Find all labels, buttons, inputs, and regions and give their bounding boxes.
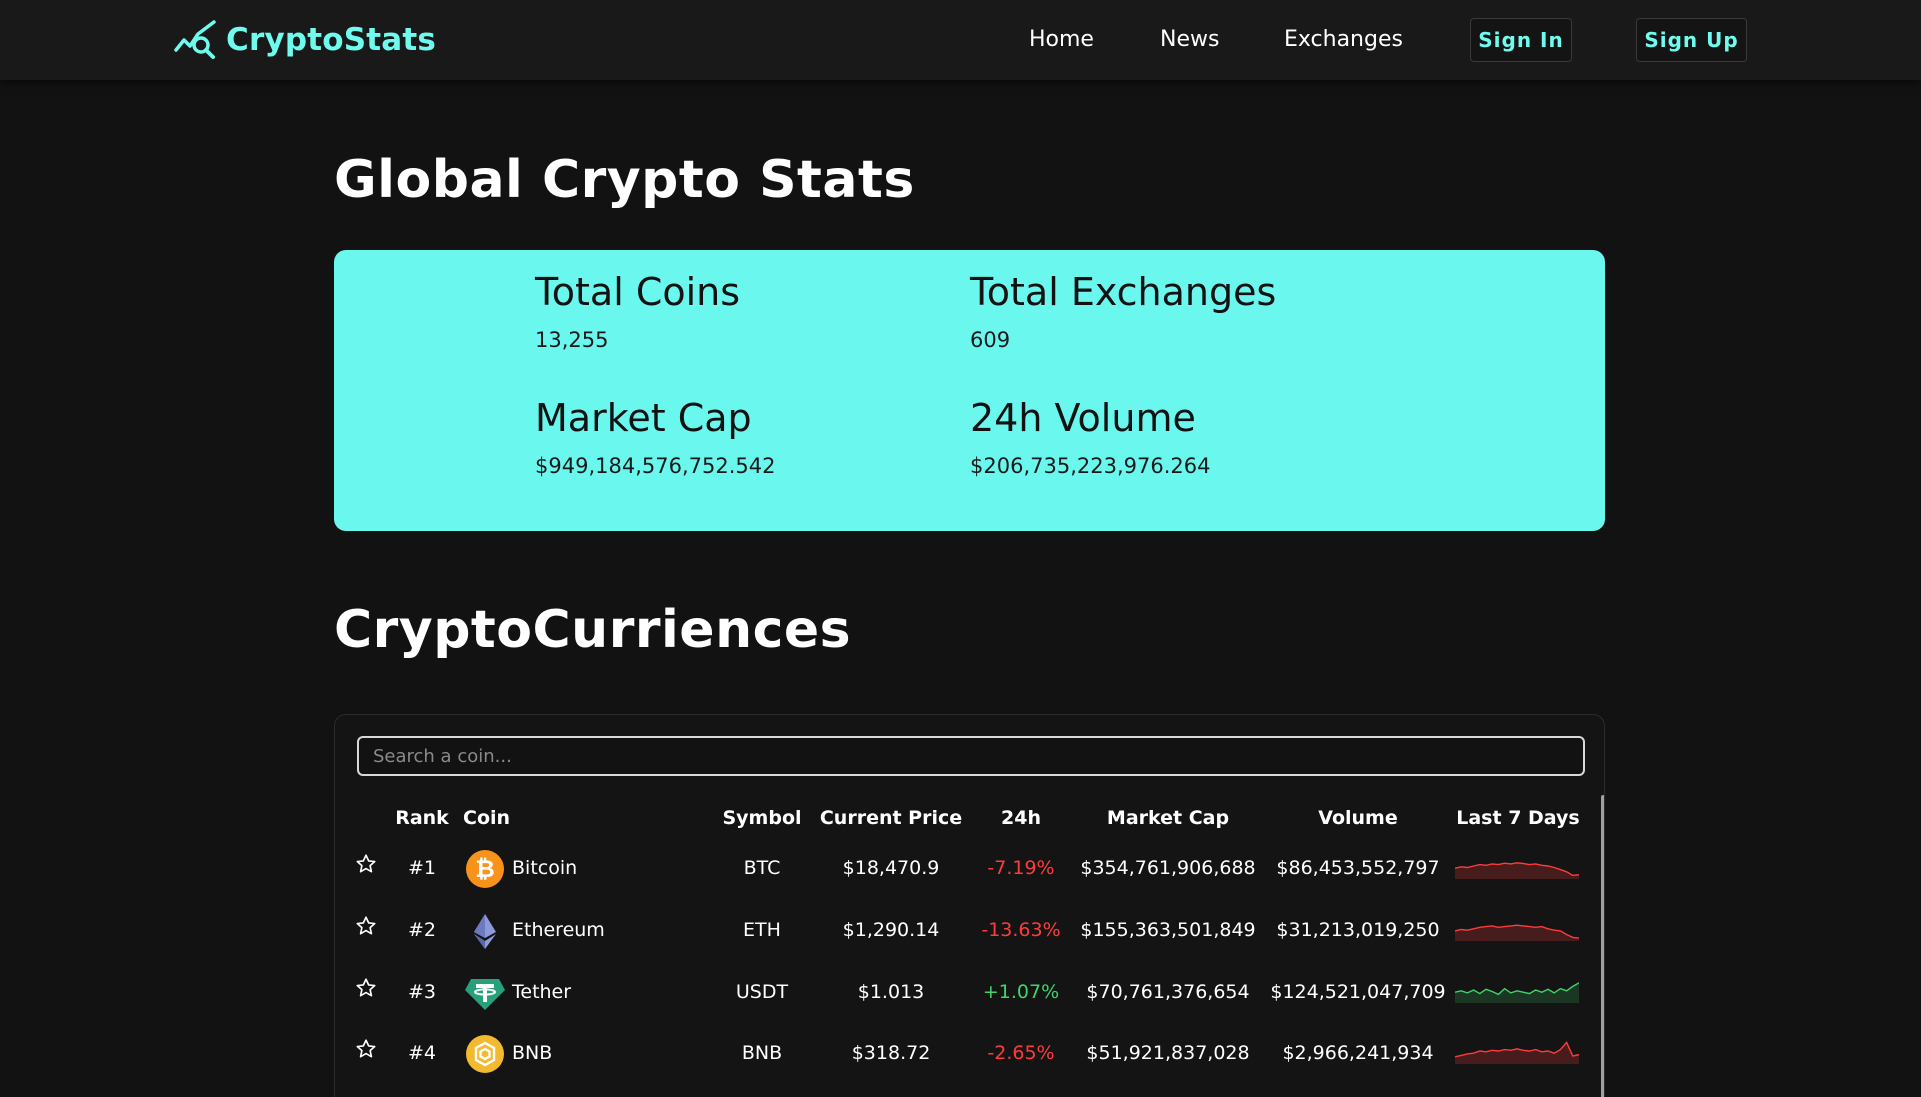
col-header-last-7-days: Last 7 Days <box>1456 807 1580 829</box>
svg-text:₿: ₿ <box>475 855 495 883</box>
sparkline-area <box>1455 925 1579 941</box>
table-row[interactable]: #4 BNB BNB $318.72 -2.65% $51,921,837,02… <box>335 1034 1601 1094</box>
coin-table: Rank Coin Symbol Current Price 24h Marke… <box>334 714 1605 1097</box>
sparkline-line <box>1455 1041 1579 1058</box>
stat-label: Total Coins <box>535 270 741 314</box>
stat-label: Market Cap <box>535 396 752 440</box>
favorite-star-icon[interactable] <box>355 1038 377 1060</box>
coin-price: $1.013 <box>857 981 925 1003</box>
stat-value: 609 <box>970 328 1011 352</box>
sparkline-chart <box>1455 982 1579 1003</box>
stat-value: 13,255 <box>535 328 609 352</box>
tether-icon <box>465 973 505 1013</box>
global-stats-card: Total Coins 13,255 Total Exchanges 609 M… <box>334 250 1605 531</box>
coin-24h-change: +1.07% <box>982 981 1060 1003</box>
nav-exchanges-link[interactable]: Exchanges <box>1284 27 1403 52</box>
col-header-current-price[interactable]: Current Price <box>819 807 963 829</box>
coin-volume: $31,213,019,250 <box>1276 919 1440 941</box>
table-row[interactable]: #2 Ethereum ETH $1,290.14 -13.63% $155,3… <box>335 911 1601 971</box>
bnb-icon <box>465 1034 505 1074</box>
table-scrollbar[interactable] <box>1601 795 1604 1097</box>
chart-magnifier-icon <box>174 20 216 59</box>
sparkline-area <box>1455 1042 1579 1064</box>
sparkline-area <box>1455 862 1579 879</box>
coin-market-cap: $155,363,501,849 <box>1080 919 1256 941</box>
sparkline-chart <box>1455 924 1579 941</box>
col-header-market-cap[interactable]: Market Cap <box>1106 807 1230 829</box>
favorite-star-icon[interactable] <box>355 853 377 875</box>
col-header-coin[interactable]: Coin <box>463 807 511 829</box>
stat-total-coins: Total Coins 13,255 <box>535 270 740 352</box>
col-header-symbol[interactable]: Symbol <box>722 807 802 829</box>
ethereum-icon <box>465 911 505 951</box>
brand-name: CryptoStats <box>226 22 437 58</box>
coin-volume: $2,966,241,934 <box>1282 1042 1434 1064</box>
sparkline-line <box>1455 862 1579 877</box>
table-row[interactable]: #1 ₿ Bitcoin BTC $18,470.9 -7.19% $354,7… <box>335 849 1601 909</box>
coin-rank: #1 <box>407 857 437 879</box>
stat-label: Total Exchanges <box>970 270 1277 314</box>
coin-price: $18,470.9 <box>842 857 940 879</box>
coin-24h-change: -2.65% <box>987 1042 1055 1064</box>
coin-volume: $124,521,047,709 <box>1270 981 1446 1003</box>
col-header-volume[interactable]: Volume <box>1318 807 1398 829</box>
coin-symbol: BNB <box>741 1042 783 1064</box>
sparkline-line <box>1455 982 1579 996</box>
bitcoin-icon: ₿ <box>465 849 505 889</box>
coin-24h-change: -13.63% <box>981 919 1061 941</box>
coin-price: $318.72 <box>851 1042 931 1064</box>
sparkline-line <box>1455 924 1579 939</box>
coin-name[interactable]: Ethereum <box>512 919 605 941</box>
navbar: CryptoStats Home News Exchanges Sign In … <box>0 0 1921 80</box>
sign-up-button[interactable]: Sign Up <box>1636 18 1747 62</box>
cryptocurrencies-title: CryptoCurriences <box>334 600 852 660</box>
coin-price: $1,290.14 <box>842 919 940 941</box>
favorite-star-icon[interactable] <box>355 915 377 937</box>
coin-market-cap: $354,761,906,688 <box>1080 857 1256 879</box>
col-header-24h[interactable]: 24h <box>1001 807 1041 829</box>
coin-symbol: BTC <box>743 857 781 879</box>
coin-name[interactable]: BNB <box>512 1042 553 1064</box>
sparkline-area <box>1455 982 1579 1003</box>
coin-market-cap: $51,921,837,028 <box>1086 1042 1250 1064</box>
stat-total-exchanges: Total Exchanges 609 <box>970 270 1276 352</box>
stat-24h-volume: 24h Volume $206,735,223,976.264 <box>970 396 1210 478</box>
coin-symbol: USDT <box>735 981 789 1003</box>
stat-value: $949,184,576,752.542 <box>535 454 776 478</box>
stat-market-cap: Market Cap $949,184,576,752.542 <box>535 396 775 478</box>
nav-news-link[interactable]: News <box>1160 27 1220 52</box>
sign-in-button[interactable]: Sign In <box>1470 18 1572 62</box>
coin-market-cap: $70,761,376,654 <box>1086 981 1250 1003</box>
stat-label: 24h Volume <box>970 396 1196 440</box>
nav-home-link[interactable]: Home <box>1029 27 1094 52</box>
coin-symbol: ETH <box>743 919 781 941</box>
sparkline-chart <box>1455 862 1579 879</box>
table-row[interactable]: #3 Tether USDT $1.013 +1.07% $70,761,376… <box>335 973 1601 1033</box>
col-header-rank[interactable]: Rank <box>395 807 449 829</box>
coin-search-input[interactable] <box>357 736 1585 776</box>
coin-name[interactable]: Tether <box>512 981 572 1003</box>
global-stats-title: Global Crypto Stats <box>334 150 915 210</box>
coin-volume: $86,453,552,797 <box>1276 857 1440 879</box>
brand-logo[interactable]: CryptoStats <box>174 18 436 62</box>
favorite-star-icon[interactable] <box>355 977 377 999</box>
coin-rank: #4 <box>407 1042 437 1064</box>
coin-name[interactable]: Bitcoin <box>512 857 578 879</box>
coin-24h-change: -7.19% <box>987 857 1055 879</box>
coin-rank: #3 <box>407 981 437 1003</box>
sparkline-chart <box>1455 1041 1579 1064</box>
coin-rank: #2 <box>407 919 437 941</box>
stat-value: $206,735,223,976.264 <box>970 454 1211 478</box>
